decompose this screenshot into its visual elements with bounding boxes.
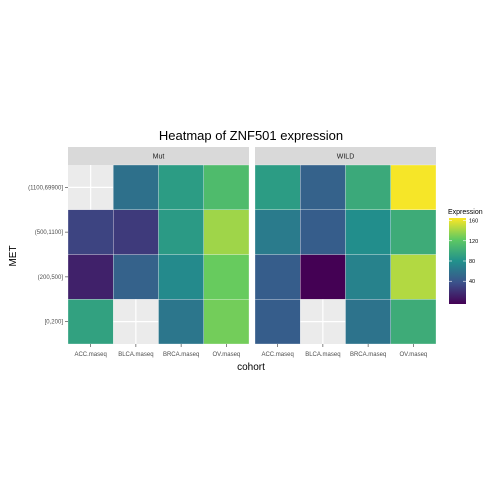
facet-label: WILD	[337, 154, 355, 161]
heatmap-cell	[203, 164, 250, 210]
x-tick-label: BLCA.maseq	[305, 352, 340, 358]
facet-strip	[255, 147, 436, 165]
legend-tick-label: 120	[469, 239, 478, 245]
legend: Expression 40 80 120 160	[448, 209, 483, 304]
y-axis-title: MET	[8, 245, 19, 266]
heatmap-cell	[67, 299, 114, 345]
legend-tick-label: 40	[469, 279, 475, 285]
y-tick-label: [0,200]	[45, 320, 64, 326]
heatmap-cell	[390, 209, 437, 255]
heatmap-cell	[390, 254, 437, 300]
heatmap-cell	[203, 209, 250, 255]
facet-label: Mut	[153, 154, 165, 161]
heatmap-cell	[345, 254, 391, 300]
panel-wild: WILD	[254, 147, 437, 345]
heatmap-cell	[113, 164, 159, 210]
panel-mut: Mut	[67, 147, 250, 345]
facet-strip	[68, 147, 249, 165]
heatmap-cell	[254, 254, 301, 300]
heatmap-cell	[113, 209, 159, 255]
x-tick-label: OV.maseq	[399, 352, 427, 358]
x-tick-label: BRCA.maseq	[163, 352, 199, 358]
heatmap-cell	[345, 299, 391, 345]
heatmap-cell	[300, 209, 346, 255]
heatmap-cell	[345, 164, 391, 210]
x-tick-label: OV.maseq	[212, 352, 240, 358]
y-tick-label: (1100,69900]	[28, 185, 63, 191]
heatmap-cell	[158, 299, 204, 345]
heatmap-cell	[203, 299, 250, 345]
heatmap-cell	[203, 254, 250, 300]
heatmap-cell	[254, 299, 301, 345]
heatmap-cell	[300, 254, 346, 300]
legend-tick-label: 80	[469, 259, 475, 265]
heatmap-cell	[113, 254, 159, 300]
legend-tick-label: 160	[469, 219, 478, 225]
legend-title: Expression	[448, 209, 483, 216]
heatmap-cell	[158, 254, 204, 300]
heatmap-cell	[345, 209, 391, 255]
x-tick-label: ACC.maseq	[261, 352, 293, 358]
y-tick-label: (200,500]	[38, 275, 64, 281]
legend-colorbar	[449, 218, 466, 304]
heatmap-cell	[390, 299, 437, 345]
x-tick-label: BLCA.maseq	[118, 352, 153, 358]
heatmap-cell	[67, 254, 114, 300]
heatmap-cell	[158, 209, 204, 255]
heatmap-cell	[254, 164, 301, 210]
heatmap-cell	[158, 164, 204, 210]
chart-title: Heatmap of ZNF501 expression	[159, 128, 343, 143]
heatmap-cell	[254, 209, 301, 255]
heatmap-cell	[390, 164, 437, 210]
x-axis-title: cohort	[237, 362, 265, 373]
heatmap-cell	[67, 209, 114, 255]
x-tick-label: BRCA.maseq	[350, 352, 386, 358]
x-tick-label: ACC.maseq	[74, 352, 106, 358]
y-tick-label: (500,1100]	[35, 230, 64, 236]
heatmap-cell	[300, 164, 346, 210]
